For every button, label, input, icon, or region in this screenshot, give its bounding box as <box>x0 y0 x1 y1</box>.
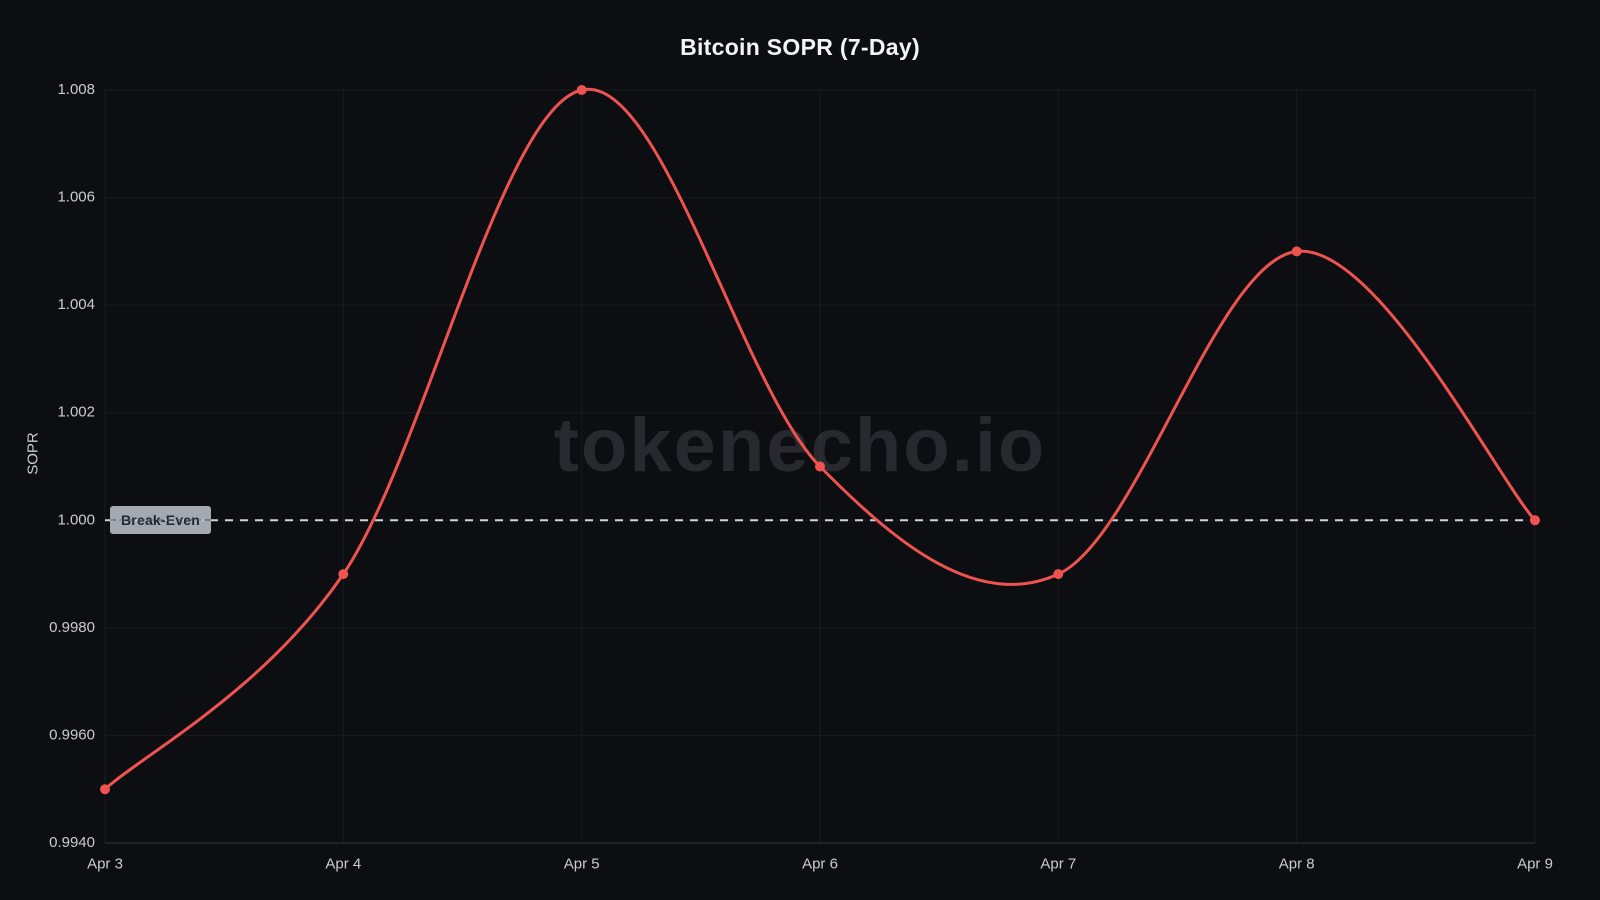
chart-title: Bitcoin SOPR (7-Day) <box>680 34 920 60</box>
data-point[interactable] <box>100 784 110 795</box>
x-tick-label: Apr 8 <box>1279 855 1315 872</box>
data-point[interactable] <box>1530 515 1540 526</box>
x-tick-label: Apr 9 <box>1517 855 1553 872</box>
data-point[interactable] <box>338 569 349 580</box>
x-tick-label: Apr 4 <box>325 855 361 872</box>
data-point[interactable] <box>576 85 587 95</box>
data-point[interactable] <box>1053 569 1064 580</box>
data-point[interactable] <box>815 461 825 472</box>
y-tick-label: 0.9940 <box>49 834 95 851</box>
y-axis-title: SOPR <box>24 432 42 475</box>
y-tick-label: 0.9980 <box>49 619 95 636</box>
y-tick-label: 1.002 <box>57 404 95 421</box>
y-tick-label: 1.006 <box>57 189 95 206</box>
y-tick-label: 1.004 <box>57 296 95 313</box>
break-even-label: Break-Even <box>110 506 212 534</box>
y-tick-label: 1.000 <box>57 511 95 528</box>
x-tick-label: Apr 3 <box>87 855 123 872</box>
x-tick-label: Apr 6 <box>802 855 838 872</box>
x-tick-label: Apr 7 <box>1040 855 1076 872</box>
y-tick-label: 0.9960 <box>49 726 95 743</box>
x-tick-label: Apr 5 <box>564 855 600 872</box>
y-tick-label: 1.008 <box>57 81 95 98</box>
data-point[interactable] <box>1291 246 1302 257</box>
